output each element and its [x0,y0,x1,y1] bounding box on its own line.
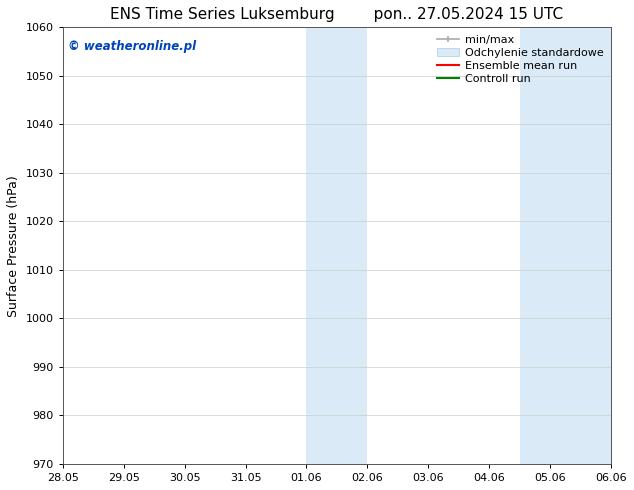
Bar [520,27,611,464]
Legend: min/max, Odchylenie standardowe, Ensemble mean run, Controll run: min/max, Odchylenie standardowe, Ensembl… [435,33,605,86]
Text: © weatheronline.pl: © weatheronline.pl [68,40,197,53]
Bar [306,27,368,464]
Title: ENS Time Series Luksemburg        pon.. 27.05.2024 15 UTC: ENS Time Series Luksemburg pon.. 27.05.2… [110,7,564,22]
Y-axis label: Surface Pressure (hPa): Surface Pressure (hPa) [7,175,20,317]
